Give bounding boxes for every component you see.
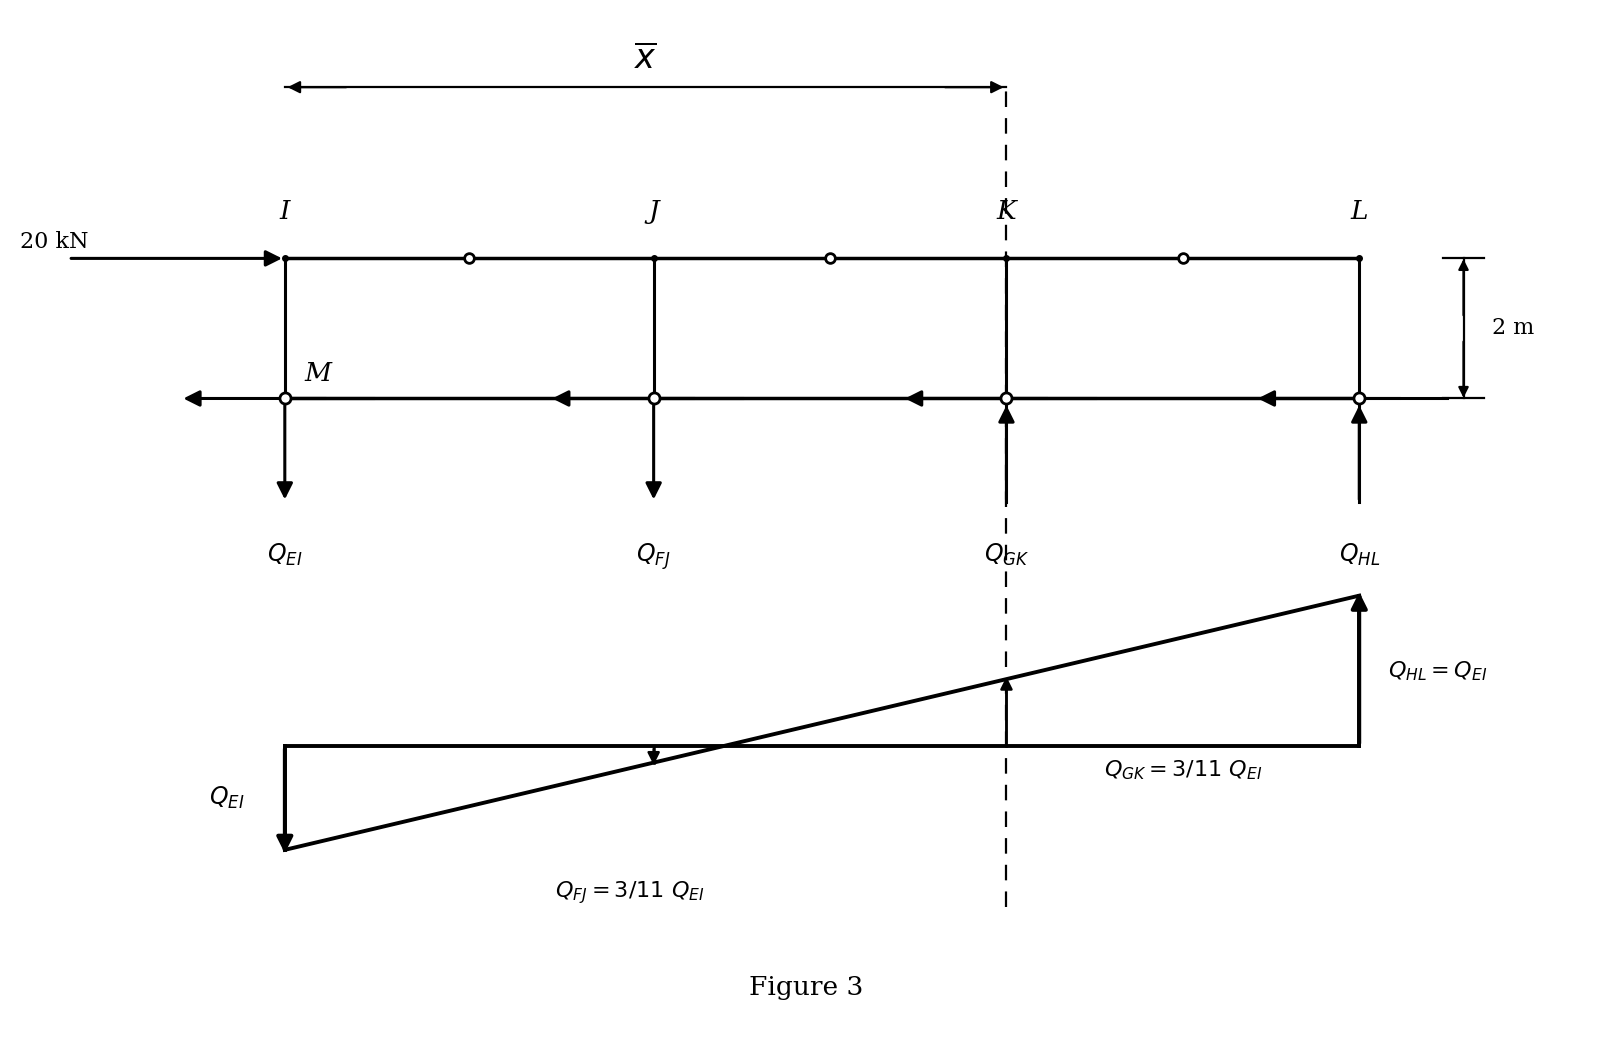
Text: Figure 3: Figure 3	[750, 975, 862, 1000]
Text: 20 kN: 20 kN	[21, 231, 89, 253]
Text: J: J	[648, 199, 659, 224]
Text: $Q_{EI}$: $Q_{EI}$	[210, 784, 245, 811]
Text: 2 m: 2 m	[1493, 317, 1535, 340]
Text: L: L	[1351, 199, 1369, 224]
Text: $Q_{FJ}= 3/11\ Q_{EI}$: $Q_{FJ}= 3/11\ Q_{EI}$	[555, 879, 704, 906]
Text: $Q_{HL}$: $Q_{HL}$	[1338, 542, 1380, 568]
Text: $\overline{x}$: $\overline{x}$	[634, 43, 658, 74]
Text: $Q_{GK}= 3/11\ Q_{EI}$: $Q_{GK}= 3/11\ Q_{EI}$	[1104, 758, 1262, 782]
Text: $Q_{GK}$: $Q_{GK}$	[983, 542, 1028, 568]
Text: I: I	[279, 199, 290, 224]
Text: M: M	[305, 361, 330, 386]
Text: $Q_{FJ}$: $Q_{FJ}$	[637, 542, 671, 572]
Text: $Q_{EI}$: $Q_{EI}$	[268, 542, 303, 568]
Text: $Q_{HL}= Q_{EI}$: $Q_{HL}= Q_{EI}$	[1388, 659, 1488, 683]
Text: K: K	[996, 199, 1016, 224]
